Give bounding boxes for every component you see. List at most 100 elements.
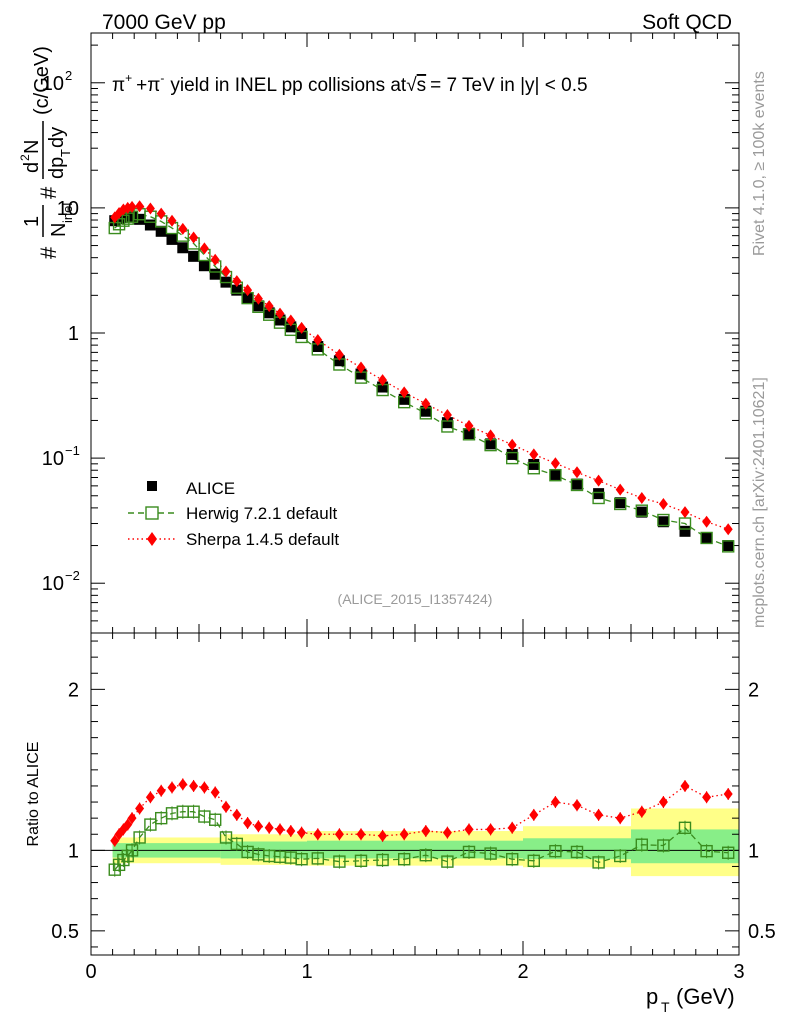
herwig-point bbox=[700, 531, 713, 545]
header-left: 7000 GeV pp bbox=[102, 11, 226, 34]
sherpa-point bbox=[464, 419, 474, 432]
sherpa-ratio-point bbox=[286, 825, 296, 838]
title-text-a: yield in INEL pp collisions at bbox=[170, 75, 407, 96]
sherpa-point bbox=[297, 321, 307, 334]
sherpa-point bbox=[127, 200, 137, 213]
ratio-y-tick-labels: 0.5 0.5 1 1 2 2 bbox=[51, 679, 776, 943]
legend-label-alice: ALICE bbox=[186, 479, 235, 498]
herwig-ratio-point bbox=[219, 831, 233, 844]
sherpa-ratio-point bbox=[378, 829, 388, 842]
alice-point bbox=[528, 458, 540, 470]
sherpa-ratio-point bbox=[253, 820, 263, 833]
alice-point bbox=[312, 340, 324, 352]
sherpa-ratio-point bbox=[723, 788, 733, 800]
sherpa-point bbox=[550, 457, 560, 470]
sherpa-ratio-point bbox=[127, 812, 137, 825]
herwig-ratio-point bbox=[398, 853, 411, 866]
herwig-point bbox=[722, 540, 735, 553]
legend-label-herwig: Herwig 7.2.1 default bbox=[186, 504, 337, 523]
herwig-ratio-point bbox=[295, 853, 308, 866]
sherpa-point bbox=[178, 222, 188, 235]
sherpa-point bbox=[313, 333, 323, 346]
ylabel-den2-sub: T bbox=[58, 149, 73, 157]
alice-point bbox=[441, 417, 453, 429]
sherpa-ratio-point bbox=[421, 825, 431, 838]
sherpa-ratio-point bbox=[199, 781, 209, 794]
alice-point bbox=[722, 540, 734, 552]
sherpa-point bbox=[572, 466, 582, 479]
sherpa-point bbox=[421, 397, 431, 410]
alice-point bbox=[231, 284, 243, 296]
alice-point bbox=[126, 211, 138, 223]
sherpa-point bbox=[145, 202, 155, 215]
sherpa-ratio-point bbox=[637, 805, 647, 818]
alice-point bbox=[614, 497, 626, 509]
sherpa-ratio-point bbox=[356, 828, 366, 841]
sherpa-point bbox=[399, 386, 409, 399]
herwig-ratio-point bbox=[311, 852, 324, 865]
xlabel-p: p bbox=[646, 984, 658, 1009]
title-pi-plus: π bbox=[112, 75, 125, 96]
sherpa-ratio-point bbox=[210, 786, 220, 799]
axis-ticks bbox=[90, 33, 740, 955]
main-y-tick-label: 10 bbox=[57, 198, 79, 220]
ylabel-num2-sup: 2 bbox=[18, 154, 32, 161]
title-pi-minus: π bbox=[147, 75, 160, 96]
alice-point bbox=[657, 516, 669, 528]
band-inner-4 bbox=[631, 829, 739, 864]
sherpa-point bbox=[221, 265, 231, 278]
x-tick-label: 1 bbox=[301, 961, 312, 983]
sherpa-ratio-point bbox=[594, 808, 604, 821]
herwig-ratio-point bbox=[354, 854, 368, 868]
sherpa-point bbox=[615, 483, 625, 496]
herwig-point bbox=[592, 491, 605, 505]
main-y-tick-label-base: 10 bbox=[42, 73, 64, 95]
x-tick-label: 3 bbox=[733, 961, 744, 983]
sherpa-ratio-point bbox=[313, 828, 323, 841]
herwig-ratio-point bbox=[441, 855, 454, 868]
legend-label-sherpa: Sherpa 1.4.5 default bbox=[186, 530, 339, 549]
title-text-b: = 7 TeV in |y| < 0.5 bbox=[430, 75, 587, 96]
ratio-y-tick-label-right: 2 bbox=[748, 679, 759, 701]
herwig-ratio-point bbox=[722, 846, 735, 859]
sherpa-ratio-point bbox=[507, 821, 517, 834]
herwig-ratio-point bbox=[678, 821, 692, 835]
xlabel-sub: T bbox=[661, 999, 670, 1015]
sherpa-point bbox=[486, 429, 496, 442]
x-axis-label: p T (GeV) bbox=[646, 984, 735, 1015]
sherpa-ratio-point bbox=[334, 828, 344, 841]
sherpa-point bbox=[243, 284, 253, 297]
sherpa-ratio-point bbox=[156, 784, 166, 797]
alice-point bbox=[636, 506, 648, 518]
sherpa-point bbox=[156, 207, 166, 220]
sherpa-ratio-point bbox=[399, 828, 409, 841]
analysis-id: (ALICE_2015_I1357424) bbox=[338, 591, 493, 607]
alice-point bbox=[463, 428, 475, 440]
herwig-ratio-point bbox=[614, 849, 627, 863]
alice-point bbox=[355, 368, 367, 380]
herwig-ratio-point bbox=[230, 837, 244, 851]
alice-point bbox=[252, 300, 264, 312]
sherpa-ratio-point bbox=[486, 823, 496, 836]
sherpa-point bbox=[378, 374, 388, 387]
sherpa-ratio-point bbox=[167, 781, 177, 794]
sherpa-ratio-point bbox=[702, 791, 712, 804]
alice-point bbox=[274, 314, 286, 326]
alice-point bbox=[420, 405, 432, 417]
sherpa-ratio-point bbox=[464, 823, 474, 836]
alice-point bbox=[144, 219, 156, 231]
mcplots-credit: mcplots.cern.ch [arXiv:2401.10621] bbox=[751, 377, 768, 628]
herwig-ratio-point bbox=[506, 853, 519, 866]
herwig-ratio-point bbox=[484, 847, 497, 860]
herwig-ratio-point bbox=[376, 853, 389, 867]
title-s: s bbox=[417, 75, 427, 96]
herwig-ratio-point bbox=[570, 845, 584, 859]
sherpa-point bbox=[702, 515, 712, 528]
sherpa-point bbox=[637, 491, 647, 504]
sherpa-point bbox=[507, 438, 517, 451]
sherpa-ratio-point bbox=[110, 834, 120, 847]
herwig-point bbox=[570, 478, 584, 492]
herwig-ratio-point bbox=[117, 853, 130, 867]
herwig-point bbox=[549, 469, 562, 482]
